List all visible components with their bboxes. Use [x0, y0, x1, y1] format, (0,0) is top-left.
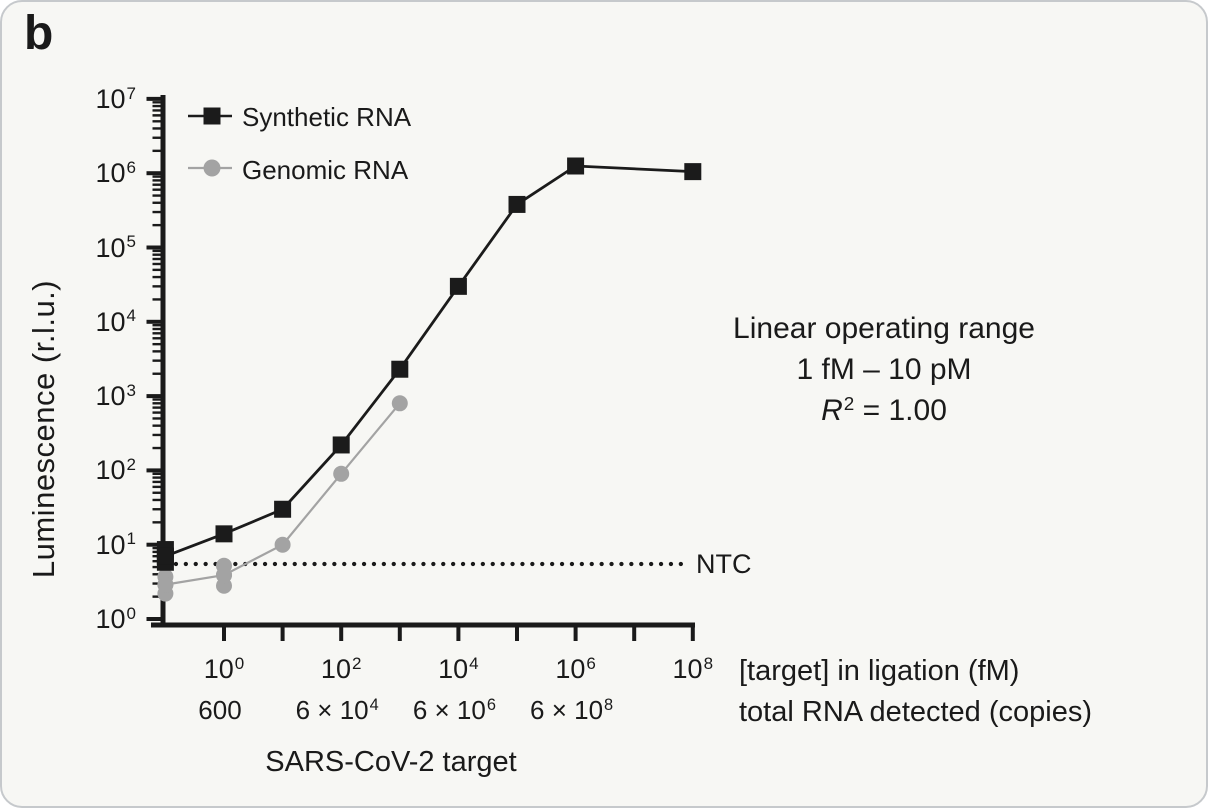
data-point-synthetic [332, 436, 350, 454]
y-tick-label: 105 [95, 232, 136, 263]
y-tick-label: 106 [95, 157, 136, 189]
x-tick-label-copies: 600 [198, 695, 242, 725]
x-tick-label: 104 [438, 653, 479, 684]
ntc-label: NTC [696, 549, 752, 579]
legend-marker-circle [203, 159, 221, 177]
data-point-synthetic [274, 500, 292, 518]
data-point-genomic [274, 536, 291, 553]
x-tick-label: 100 [203, 653, 245, 684]
data-point-genomic [391, 395, 408, 412]
y-tick-label: 104 [95, 306, 136, 337]
annotation-line-2: 1 fM – 10 pM [796, 353, 972, 386]
y-tick-label: 101 [95, 529, 136, 560]
data-point-synthetic [508, 195, 526, 213]
y-tick-label: 102 [95, 455, 136, 486]
x-tick-label: 102 [320, 653, 362, 684]
r-squared-exponent: 2 [843, 393, 855, 415]
series-line-synthetic [164, 164, 693, 558]
x-tick-label: 106 [555, 653, 596, 684]
data-point-genomic [157, 576, 174, 593]
legend-label-synthetic-rna: Synthetic RNA [242, 102, 412, 132]
annotation-linear-range: Linear operating range 1 fM – 10 pM R2 =… [733, 308, 1035, 435]
legend-marker-square [203, 107, 221, 125]
y-tick-label: 107 [95, 83, 136, 114]
data-point-synthetic [567, 157, 585, 175]
legend-label-genomic-rna: Genomic RNA [242, 155, 409, 185]
y-tick-label: 100 [95, 603, 136, 634]
data-point-synthetic [156, 547, 174, 565]
x-axis-title: SARS-CoV-2 target [265, 746, 517, 778]
data-point-synthetic [391, 360, 409, 378]
r-squared-value: = 1.00 [854, 394, 947, 427]
annotation-line-1: Linear operating range [733, 312, 1035, 345]
x-tick-label: 108 [672, 653, 714, 684]
y-tick-label: 103 [95, 380, 136, 412]
x-tick-label-copies: 6 × 104 [295, 695, 379, 725]
data-point-synthetic [215, 525, 233, 543]
panel-label: b [24, 7, 54, 60]
x-tick-label-copies: 6 × 106 [412, 695, 496, 725]
x-tick-label-copies: 6 × 108 [530, 695, 614, 725]
series-line-genomic [165, 402, 401, 586]
data-point-synthetic [684, 163, 702, 181]
annotation-r-squared: R2 = 1.00 [733, 390, 1035, 435]
data-point-genomic [216, 567, 232, 584]
data-point-genomic [333, 465, 350, 482]
x-axis-unit-label-copies: total RNA detected (copies) [739, 696, 1093, 728]
r-squared-symbol: R [821, 394, 843, 427]
data-point-synthetic [449, 277, 467, 295]
x-axis-unit-label-fm: [target] in ligation (fM) [739, 655, 1020, 687]
